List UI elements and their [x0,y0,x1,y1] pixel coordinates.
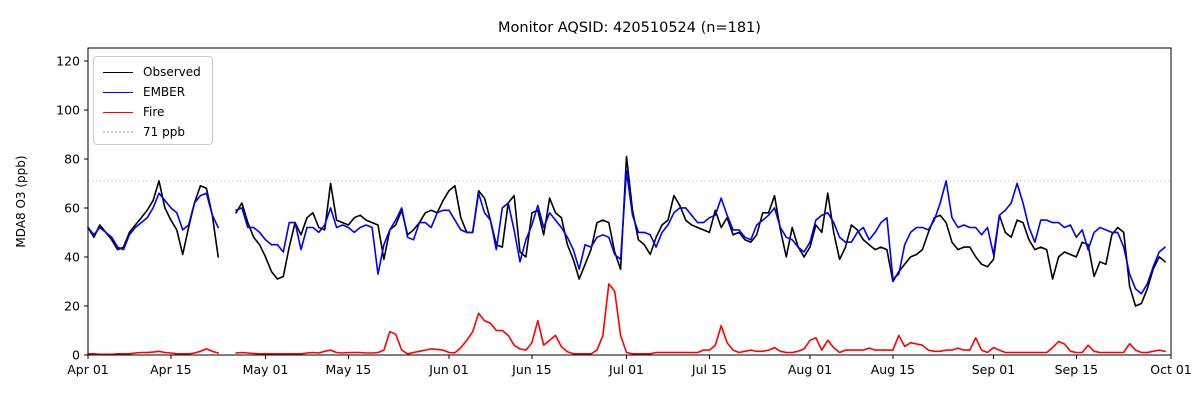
legend-label-observed: Observed [143,65,201,79]
legend-label-fire: Fire [143,105,165,119]
x-tick-label: Jun 01 [428,362,468,377]
x-tick-label: Oct 01 [1150,362,1192,377]
x-tick-label: Sep 01 [972,362,1015,377]
chart-title: Monitor AQSID: 420510524 (n=181) [498,20,761,36]
y-tick-label: 120 [56,53,80,68]
legend-item-fire: Fire [94,102,212,122]
fire-line-sample [103,111,133,113]
x-tick-label: Jul 15 [691,362,727,377]
ember-line-sample [103,91,133,93]
threshold-line-sample [103,131,133,133]
y-axis-label: MDA8 O3 (ppb) [14,155,28,247]
plot-border [87,47,1172,356]
x-tick-label: Sep 15 [1055,362,1098,377]
x-tick-label: Apr 01 [67,362,109,377]
x-tick-label: Jul 01 [608,362,644,377]
x-tick-label: May 15 [326,362,372,377]
y-tick-label: 80 [64,151,80,166]
x-tick-label: May 01 [243,362,289,377]
legend-item-ember: EMBER [94,82,212,102]
fire-line [87,283,1166,356]
x-tick-label: Apr 15 [150,362,192,377]
legend-item-observed: Observed [94,62,212,82]
plot-area: 0 20 40 60 80 100 120 Apr 01 Apr 15 May 01 May 15 J… [56,47,1192,377]
legend-item-threshold: 71 ppb [94,122,212,142]
y-tick-label: 20 [64,298,80,313]
x-tick-label: Aug 15 [871,362,915,377]
x-tick-label: Jun 15 [511,362,551,377]
y-tick-label: 0 [72,348,80,363]
y-tick-label: 40 [64,249,80,264]
y-tick-label: 60 [64,200,80,215]
legend: Observed EMBER Fire 71 ppb [93,56,213,145]
legend-label-threshold: 71 ppb [143,125,185,139]
legend-label-ember: EMBER [143,85,186,99]
x-tick-label: Aug 01 [788,362,832,377]
ember-line [87,170,1166,295]
observed-line-sample [103,71,133,73]
y-tick-label: 100 [56,102,80,117]
